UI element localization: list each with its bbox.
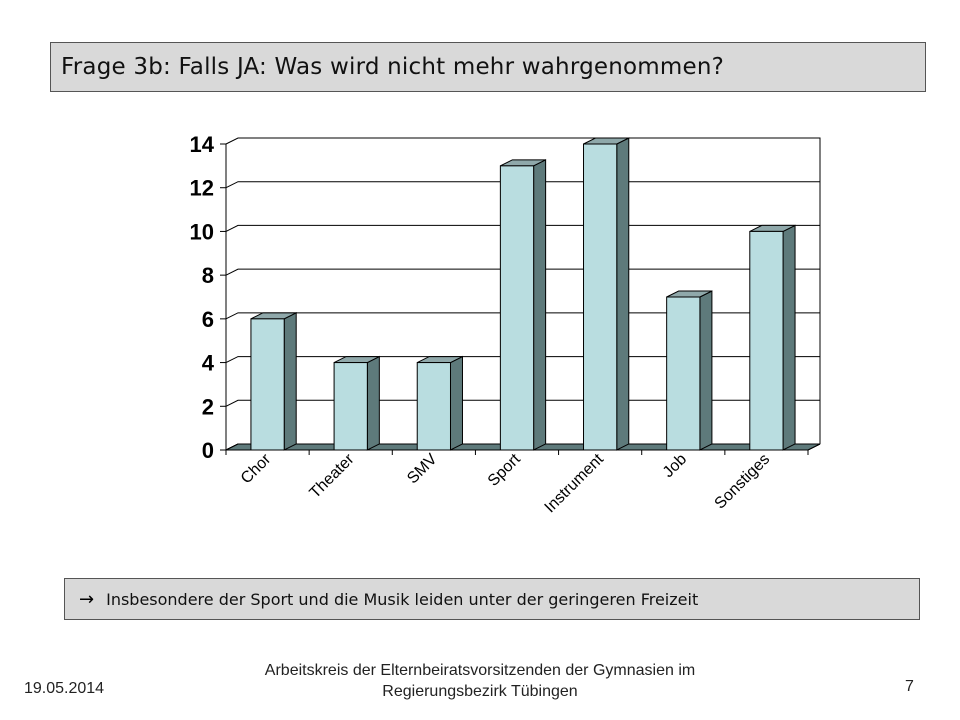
y-tick-label: 10 bbox=[190, 219, 214, 244]
y-tick-label: 0 bbox=[202, 438, 214, 463]
footer-organization: Arbeitskreis der Elternbeiratsvorsitzend… bbox=[250, 660, 710, 702]
x-tick-label: Theater bbox=[307, 450, 358, 501]
page-number: 7 bbox=[905, 678, 914, 695]
y-tick-label: 12 bbox=[190, 176, 214, 201]
x-tick-label: Chor bbox=[238, 450, 275, 487]
bar-side bbox=[699, 290, 713, 451]
x-tick-label: Sonstiges bbox=[712, 451, 774, 513]
x-tick-label: SMV bbox=[404, 451, 441, 488]
title-box: Frage 3b: Falls JA: Was wird nicht mehr … bbox=[50, 42, 926, 92]
y-tick-label: 8 bbox=[202, 263, 214, 288]
footer-line-1: Arbeitskreis der Elternbeiratsvorsitzend… bbox=[264, 662, 696, 679]
note-box: → Insbesondere der Sport und die Musik l… bbox=[64, 578, 920, 620]
y-tick-label: 6 bbox=[202, 307, 214, 332]
bar-chart: 0 2 4 6 8 10 12 14 Chor Theater SMV Sport Instrument… bbox=[190, 132, 821, 516]
bar bbox=[749, 230, 784, 451]
bar-side bbox=[533, 159, 547, 451]
bar-side bbox=[449, 355, 463, 451]
y-tick-label: 2 bbox=[202, 394, 214, 419]
y-tick-label: 4 bbox=[202, 351, 215, 376]
bar bbox=[499, 165, 535, 451]
gridline bbox=[225, 137, 820, 145]
bar bbox=[333, 362, 368, 451]
bar-side bbox=[283, 312, 297, 451]
slide-title: Frage 3b: Falls JA: Was wird nicht mehr … bbox=[61, 54, 725, 80]
footer-date: 19.05.2014 bbox=[24, 680, 105, 697]
bar bbox=[416, 362, 451, 451]
bar-side bbox=[366, 355, 380, 451]
x-tick-label: Job bbox=[660, 451, 690, 481]
bar bbox=[583, 143, 618, 451]
bar-side bbox=[616, 137, 630, 451]
footer-line-2: Regierungsbezirk Tübingen bbox=[382, 683, 578, 700]
x-tick-label: Instrument bbox=[541, 450, 607, 516]
arrow-right-icon: → bbox=[79, 588, 95, 610]
bar bbox=[250, 318, 285, 451]
note-text: Insbesondere der Sport und die Musik lei… bbox=[106, 589, 699, 609]
x-tick-label: Sport bbox=[485, 450, 524, 489]
y-tick-label: 14 bbox=[190, 132, 215, 157]
bar-side bbox=[782, 224, 796, 451]
bar bbox=[666, 296, 701, 451]
